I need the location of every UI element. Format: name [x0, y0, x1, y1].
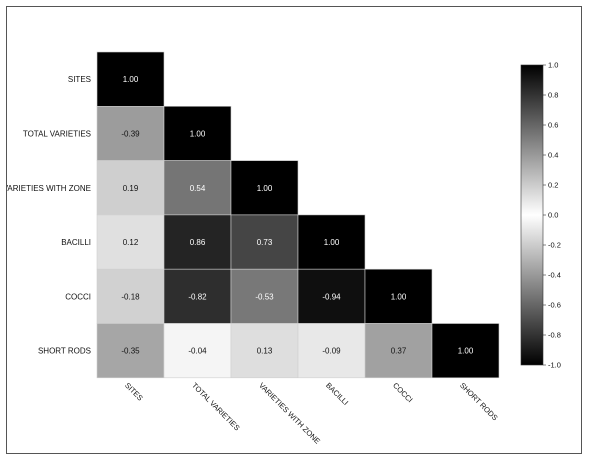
- cell-value-cocci-bacilli: -0.94: [322, 292, 341, 301]
- correlation-heatmap: 1.00 -0.39 1.00 0.19 0.54 1.00 0.12 0.86 0.73 1.0…: [7, 51, 561, 446]
- cell-value-short-rods-bacilli: -0.09: [322, 347, 341, 356]
- colorbar-tick-label: -0.4: [548, 271, 561, 280]
- cell-value-short-rods-total-varieties: -0.04: [188, 347, 207, 356]
- cell-value-cocci-total-varieties: -0.82: [188, 292, 207, 301]
- col-label-bacilli: BACILLI: [324, 381, 350, 407]
- cell-value-cocci-varieties-with-zone: -0.53: [255, 292, 274, 301]
- cell-value-varieties-with-zone-total-varieties: 0.54: [190, 184, 206, 193]
- cell-value-bacilli-varieties-with-zone: 0.73: [257, 238, 273, 247]
- cell-total-varieties-sites: [96, 106, 165, 161]
- cell-value-bacilli-bacilli: 1.00: [324, 238, 340, 247]
- cell-value-cocci-sites: -0.18: [121, 292, 140, 301]
- row-label-varieties-with-zone: VARIETIES WITH ZONE: [7, 184, 91, 193]
- cell-varieties-with-zone-total-varieties: [163, 160, 232, 216]
- colorbar-tick-label: 1.0: [548, 61, 558, 70]
- col-label-total-varieties: TOTAL VARIETIES: [190, 381, 242, 433]
- cell-value-short-rods-cocci: 0.37: [391, 347, 407, 356]
- cell-short-rods-bacilli: [297, 323, 366, 379]
- cell-value-short-rods-varieties-with-zone: 0.13: [257, 347, 273, 356]
- cell-value-varieties-with-zone-varieties-with-zone: 1.00: [257, 184, 273, 193]
- cell-value-short-rods-sites: -0.35: [121, 347, 140, 356]
- cell-value-sites-sites: 1.00: [123, 75, 139, 84]
- cell-value-total-varieties-total-varieties: 1.00: [190, 129, 206, 138]
- cell-value-bacilli-sites: 0.12: [123, 238, 139, 247]
- row-label-bacilli: BACILLI: [61, 238, 91, 247]
- row-label-sites: SITES: [68, 75, 91, 84]
- cell-bacilli-total-varieties: [163, 214, 232, 270]
- colorbar-tick-label: 0.2: [548, 181, 558, 190]
- colorbar-tick-label: 0.0: [548, 211, 558, 220]
- cell-cocci-cocci: [364, 268, 433, 324]
- cell-value-bacilli-total-varieties: 0.86: [190, 238, 206, 247]
- cell-total-varieties-total-varieties: [163, 106, 232, 161]
- cell-varieties-with-zone-varieties-with-zone: [230, 160, 299, 216]
- colorbar-tick-label: 0.4: [548, 151, 558, 160]
- cell-cocci-bacilli: [297, 268, 366, 324]
- colorbar-tick-label: -0.2: [548, 241, 561, 250]
- cell-short-rods-total-varieties: [163, 323, 232, 379]
- colorbar: [520, 64, 544, 366]
- cell-bacilli-bacilli: [297, 214, 366, 270]
- figure-frame: 1.00 -0.39 1.00 0.19 0.54 1.00 0.12 0.86 0.73 1.0…: [6, 6, 582, 454]
- row-label-cocci: COCCI: [65, 292, 91, 301]
- cell-cocci-varieties-with-zone: [230, 268, 299, 324]
- cell-short-rods-cocci: [364, 323, 433, 379]
- colorbar-tick-label: -0.6: [548, 301, 561, 310]
- col-label-short-rods: SHORT RODS: [458, 381, 500, 423]
- cell-cocci-total-varieties: [163, 268, 232, 324]
- colorbar-tick-label: -0.8: [548, 331, 561, 340]
- cell-sites-sites: [96, 51, 165, 107]
- cell-short-rods-sites: [96, 323, 165, 379]
- cell-value-total-varieties-sites: -0.39: [121, 129, 140, 138]
- cell-short-rods-short-rods: [431, 323, 500, 379]
- col-label-sites: SITES: [123, 381, 145, 403]
- cell-short-rods-varieties-with-zone: [230, 323, 299, 379]
- colorbar-tick-label: -1.0: [548, 361, 561, 370]
- cell-value-cocci-cocci: 1.00: [391, 292, 407, 301]
- colorbar-tick-label: 0.6: [548, 121, 558, 130]
- heatmap-cells: 1.00 -0.39 1.00 0.19 0.54 1.00 0.12 0.86 0.73 1.0…: [96, 51, 500, 379]
- cell-varieties-with-zone-sites: [96, 160, 165, 216]
- row-label-short-rods: SHORT RODS: [38, 347, 91, 356]
- row-label-total-varieties: TOTAL VARIETIES: [23, 129, 91, 138]
- col-label-cocci: COCCI: [391, 381, 414, 404]
- cell-value-short-rods-short-rods: 1.00: [458, 347, 474, 356]
- col-label-varieties-with-zone: VARIETIES WITH ZONE: [257, 381, 322, 446]
- colorbar-tick-label: 0.8: [548, 91, 558, 100]
- cell-value-varieties-with-zone-sites: 0.19: [123, 184, 139, 193]
